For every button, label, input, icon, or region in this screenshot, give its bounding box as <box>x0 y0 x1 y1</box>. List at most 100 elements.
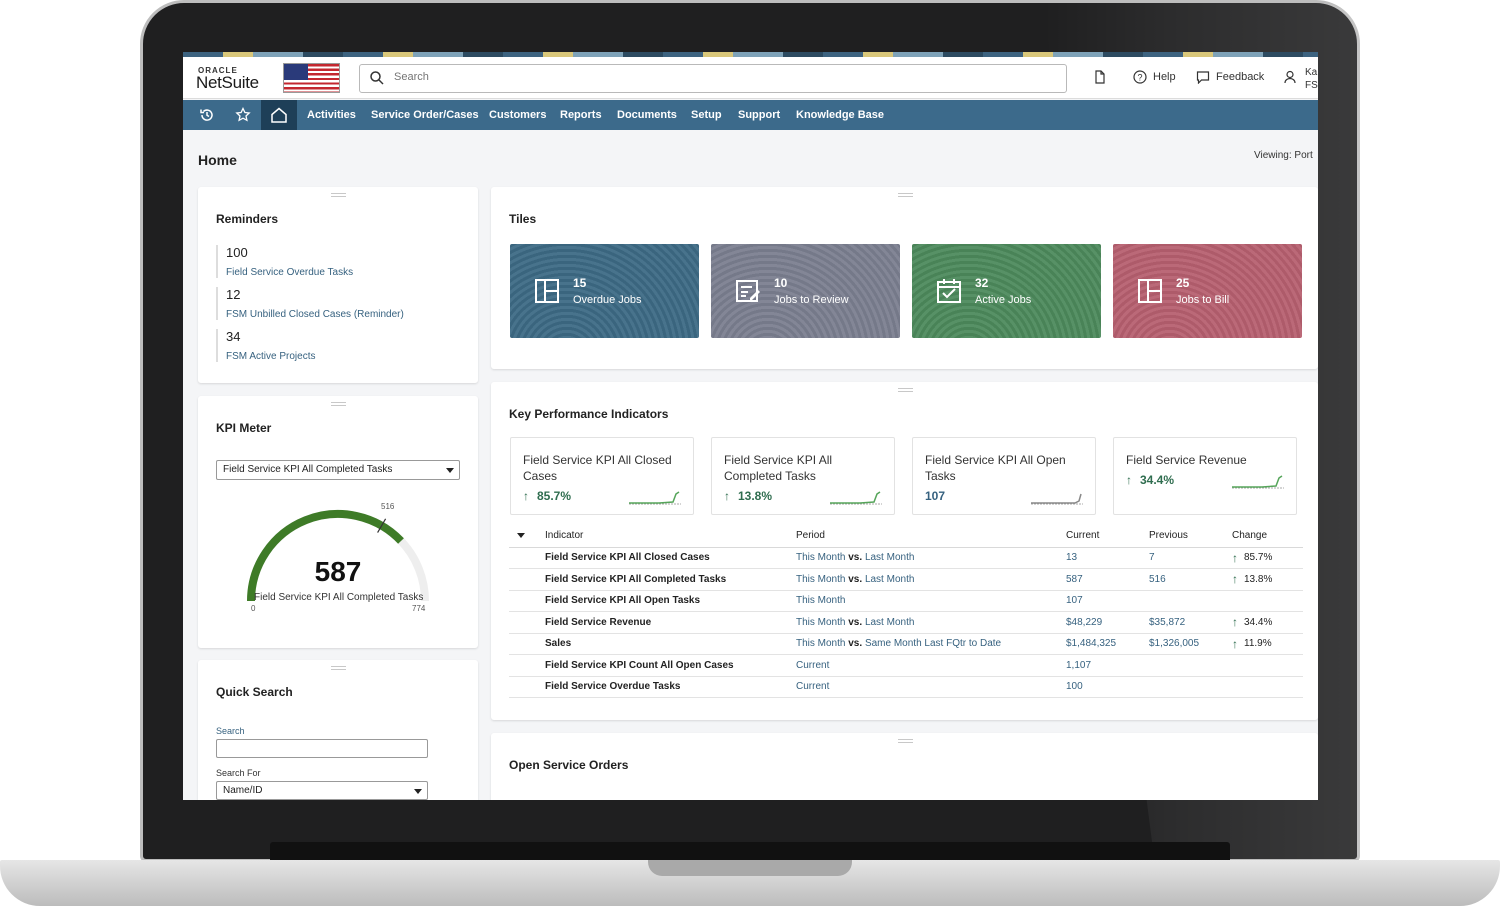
nav-setup[interactable]: Setup <box>691 109 722 121</box>
tile-jobs-to-review[interactable]: 10 Jobs to Review <box>711 244 900 338</box>
arrow-up-icon: ↑ <box>1232 636 1238 651</box>
row-indicator[interactable]: Sales <box>545 633 796 655</box>
row-previous[interactable] <box>1149 676 1232 698</box>
row-period[interactable]: This Month vs. Same Month Last FQtr to D… <box>796 633 1066 655</box>
kpi-card[interactable]: Field Service KPI All Completed Tasks ↑ 1… <box>711 437 895 515</box>
kpi-card-title: Field Service KPI All Closed Cases <box>523 453 672 483</box>
home-button[interactable] <box>261 100 297 130</box>
drag-handle[interactable] <box>331 666 346 670</box>
compare-period-link[interactable]: Last Month <box>864 616 915 628</box>
tile-count: 10 <box>774 276 788 290</box>
row-period[interactable]: This Month vs. Last Month <box>796 568 1066 591</box>
gauge-target-label: 516 <box>381 502 395 511</box>
nav-customers[interactable]: Customers <box>489 109 547 121</box>
row-current[interactable]: 1,107 <box>1066 654 1149 677</box>
row-indicator[interactable]: Field Service Revenue <box>545 611 796 634</box>
period-link[interactable]: Current <box>796 659 830 671</box>
col-current[interactable]: Current <box>1066 525 1149 548</box>
nav-documents[interactable]: Documents <box>617 109 677 121</box>
row-indicator[interactable]: Field Service Overdue Tasks <box>545 676 796 698</box>
feedback-button[interactable]: Feedback <box>1196 70 1264 84</box>
star-icon <box>235 107 251 122</box>
tile-active-jobs[interactable]: 32 Active Jobs <box>912 244 1101 338</box>
user-menu-button[interactable] <box>1284 70 1298 84</box>
col-previous[interactable]: Previous <box>1149 525 1232 548</box>
reminder-link[interactable]: FSM Active Projects <box>226 351 316 362</box>
tile-overdue-jobs[interactable]: 15 Overdue Jobs <box>510 244 699 338</box>
period-link[interactable]: This Month <box>796 552 846 564</box>
reminder-link[interactable]: Field Service Overdue Tasks <box>226 267 354 278</box>
row-previous[interactable]: 7 <box>1149 547 1232 569</box>
nav-knowledge-base[interactable]: Knowledge Base <box>796 109 885 121</box>
row-change <box>1232 590 1303 612</box>
tile-jobs-to-bill[interactable]: 25 Jobs to Bill <box>1113 244 1302 338</box>
oracle-logo: ORACLE <box>198 66 238 75</box>
row-previous[interactable]: $1,326,005 <box>1149 633 1232 655</box>
row-previous[interactable]: 516 <box>1149 568 1232 591</box>
period-link[interactable]: This Month <box>796 638 846 650</box>
row-period[interactable]: This Month vs. Last Month <box>796 611 1066 634</box>
row-current[interactable]: 107 <box>1066 590 1149 612</box>
row-current[interactable]: 587 <box>1066 568 1149 591</box>
row-period[interactable]: This Month vs. Last Month <box>796 547 1066 569</box>
kpi-card[interactable]: Field Service KPI All Closed Cases ↑ 85.7… <box>510 437 694 515</box>
recent-records-button[interactable] <box>189 100 225 130</box>
row-previous[interactable] <box>1149 590 1232 612</box>
kpi-meter-select[interactable]: Field Service KPI All Completed Tasks <box>216 460 460 480</box>
global-search[interactable] <box>359 64 1067 93</box>
row-indicator[interactable]: Field Service KPI All Closed Cases <box>545 547 796 569</box>
search-icon <box>370 71 384 85</box>
row-current[interactable]: 100 <box>1066 676 1149 698</box>
viewing-mode[interactable]: Viewing: Port <box>1254 150 1313 161</box>
row-current[interactable]: 13 <box>1066 547 1149 569</box>
row-period[interactable]: Current <box>796 676 1066 698</box>
period-link[interactable]: Current <box>796 681 830 693</box>
row-current[interactable]: $48,229 <box>1066 611 1149 634</box>
nav-support[interactable]: Support <box>738 109 781 121</box>
drag-handle[interactable] <box>897 193 913 197</box>
row-previous[interactable]: $35,872 <box>1149 611 1232 634</box>
row-indicator[interactable]: Field Service KPI All Open Tasks <box>545 590 796 612</box>
favorites-button[interactable] <box>225 100 261 130</box>
arrow-up-icon: ↑ <box>724 489 730 503</box>
drag-handle[interactable] <box>331 193 346 197</box>
row-indicator[interactable]: Field Service KPI Count All Open Cases <box>545 654 796 677</box>
sparkline <box>629 491 681 505</box>
drag-handle[interactable] <box>331 402 346 406</box>
compare-period-link[interactable]: Last Month <box>864 552 915 564</box>
search-input[interactable] <box>394 71 1034 83</box>
search-label: Search <box>216 726 245 736</box>
reminder-link[interactable]: FSM Unbilled Closed Cases (Reminder) <box>226 309 404 320</box>
row-period[interactable]: This Month <box>796 590 1066 612</box>
period-link[interactable]: This Month <box>796 616 846 628</box>
row-period[interactable]: Current <box>796 654 1066 677</box>
reminder-count: 12 <box>226 287 241 302</box>
open-orders-title: Open Service Orders <box>509 758 629 772</box>
col-change[interactable]: Change <box>1232 525 1303 548</box>
period-link[interactable]: This Month <box>796 573 846 585</box>
nav-activities[interactable]: Activities <box>307 109 356 121</box>
reminder-item: 12 FSM Unbilled Closed Cases (Reminder) <box>216 287 456 320</box>
user-name[interactable]: KaFSI <box>1305 67 1318 91</box>
compare-period-link[interactable]: Same Month Last FQtr to Date <box>864 638 1002 650</box>
collapse-toggle[interactable] <box>509 525 545 548</box>
kpi-card[interactable]: Field Service Revenue ↑ 34.4% <box>1113 437 1297 515</box>
col-period[interactable]: Period <box>796 525 1066 548</box>
row-current[interactable]: $1,484,325 <box>1066 633 1149 655</box>
netsuite-logo[interactable]: NetSuite <box>196 73 259 92</box>
search-for-select[interactable]: Name/ID <box>216 781 428 800</box>
kpi-card[interactable]: Field Service KPI All Open Tasks 107 <box>912 437 1096 515</box>
period-link[interactable]: This Month <box>796 595 846 607</box>
row-indicator[interactable]: Field Service KPI All Completed Tasks <box>545 568 796 591</box>
nav-service-order-cases[interactable]: Service Order/Cases <box>371 109 479 121</box>
help-button[interactable]: ? Help <box>1133 70 1176 84</box>
row-previous[interactable] <box>1149 654 1232 677</box>
drag-handle[interactable] <box>897 388 913 392</box>
document-button[interactable] <box>1093 70 1107 84</box>
col-indicator[interactable]: Indicator <box>545 525 796 548</box>
nav-reports[interactable]: Reports <box>560 109 602 121</box>
quick-search-input[interactable] <box>216 739 428 758</box>
gauge-value: 587 <box>314 556 362 587</box>
drag-handle[interactable] <box>897 739 913 743</box>
compare-period-link[interactable]: Last Month <box>864 573 915 585</box>
